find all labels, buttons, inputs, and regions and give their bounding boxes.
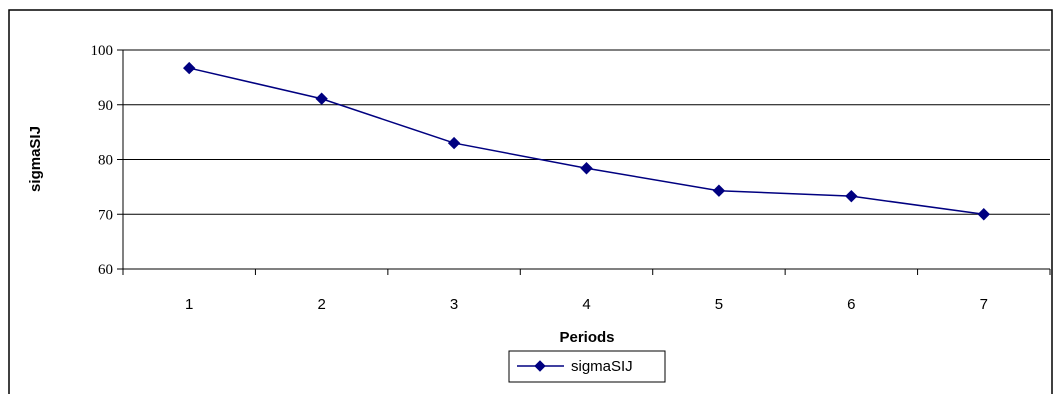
y-tick-label-60: 60 (98, 262, 113, 278)
series-line-0 (189, 67, 984, 215)
x-tick-label-2: 2 (317, 296, 325, 313)
x-axis-title: Periods (559, 329, 614, 346)
y-tick-label-90: 90 (98, 98, 113, 114)
y-tick-label-70: 70 (98, 207, 113, 223)
y-axis-title: sigmaSIJ (27, 126, 44, 192)
chart-border (8, 9, 1053, 394)
data-point-7 (977, 208, 990, 221)
x-tick-label-5: 5 (715, 296, 723, 313)
y-tick-labels: 60 70 80 90 100 (91, 43, 114, 278)
data-point-2 (315, 92, 328, 105)
series-lines (189, 67, 984, 215)
x-tick-labels: 1 2 3 4 5 6 7 (185, 296, 988, 313)
data-point-5 (712, 184, 726, 197)
x-tick-label-6: 6 (847, 296, 855, 313)
y-tick-label-100: 100 (91, 43, 114, 59)
x-tick-label-7: 7 (980, 296, 988, 313)
data-point-1 (183, 61, 196, 75)
data-point-4 (580, 162, 593, 175)
axes (117, 49, 1051, 275)
x-tick-label-3: 3 (450, 296, 458, 313)
gridlines (123, 49, 1050, 215)
data-points (183, 61, 990, 221)
legend-marker-swatch (534, 360, 546, 372)
x-tick-label-4: 4 (582, 296, 590, 313)
legend: sigmaSIJ (508, 350, 666, 383)
data-point-6 (845, 189, 858, 203)
y-tick-label-80: 80 (98, 153, 113, 169)
x-tick-label-1: 1 (185, 296, 193, 313)
data-point-3 (447, 136, 461, 150)
legend-entry-label: sigmaSIJ (571, 358, 633, 375)
